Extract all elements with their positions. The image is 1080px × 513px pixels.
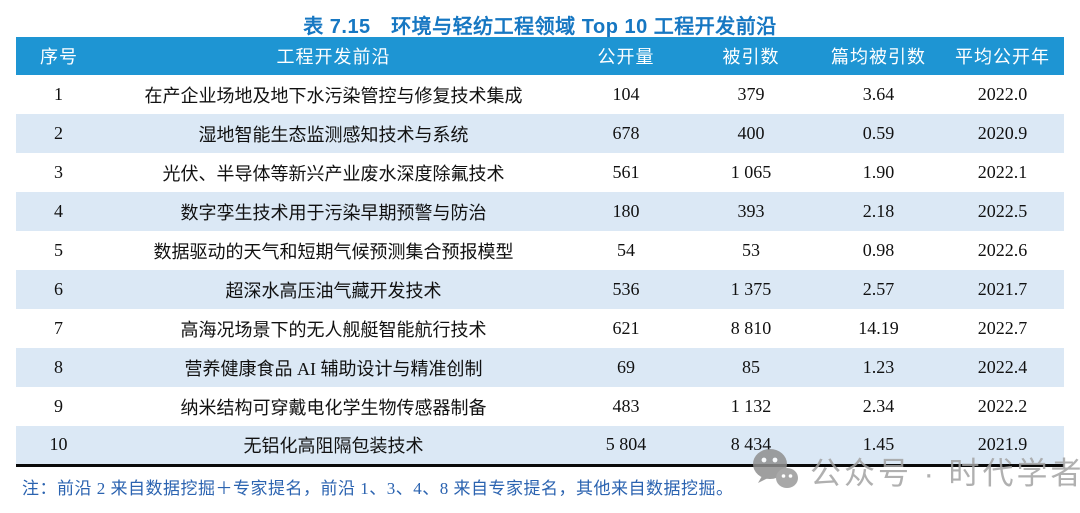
- cell-publications: 678: [612, 123, 640, 143]
- table-row: 5 数据驱动的天气和短期气候预测集合预报模型 54 53 0.98 2022.6: [16, 231, 1064, 270]
- cell-seq: 6: [54, 279, 63, 299]
- table-row: 4 数字孪生技术用于污染早期预警与防治 180 393 2.18 2022.5: [16, 192, 1064, 231]
- cell-citations-per-paper: 3.64: [862, 84, 895, 104]
- cell-frontier: 光伏、半导体等新兴产业废水深度除氟技术: [162, 163, 505, 184]
- cell-frontier: 数字孪生技术用于污染早期预警与防治: [180, 202, 487, 223]
- cell-citations: 53: [742, 240, 760, 260]
- frontiers-table: 序号 工程开发前沿 公开量 被引数 篇均被引数 平均公开年 1 在产企业场地及地…: [16, 37, 1064, 467]
- cell-seq: 10: [49, 434, 68, 455]
- table-header: 序号 工程开发前沿 公开量 被引数 篇均被引数 平均公开年: [16, 37, 1064, 75]
- cell-seq: 8: [54, 357, 63, 377]
- cell-citations-per-paper: 2.34: [862, 396, 895, 416]
- cell-seq: 9: [54, 396, 63, 416]
- cell-citations: 8 434: [730, 434, 772, 455]
- cell-seq: 5: [54, 240, 63, 260]
- cell-publications: 536: [612, 279, 640, 299]
- table-row: 6 超深水高压油气藏开发技术 536 1 375 2.57 2021.7: [16, 270, 1064, 309]
- cell-citations: 1 132: [730, 396, 772, 416]
- cell-publications: 621: [612, 318, 640, 338]
- cell-mean-year: 2021.7: [977, 279, 1028, 299]
- column-header-seq: 序号: [16, 37, 101, 75]
- cell-frontier: 纳米结构可穿戴电化学生物传感器制备: [180, 397, 487, 418]
- cell-frontier: 数据驱动的天气和短期气候预测集合预报模型: [153, 241, 514, 262]
- cell-seq: 1: [54, 84, 63, 104]
- column-header-citations: 被引数: [686, 37, 816, 75]
- column-header-publications: 公开量: [566, 37, 686, 75]
- table-row: 3 光伏、半导体等新兴产业废水深度除氟技术 561 1 065 1.90 202…: [16, 153, 1064, 192]
- cell-seq: 4: [54, 201, 63, 221]
- cell-citations-per-paper: 0.98: [862, 240, 895, 260]
- cell-citations-per-paper: 1.23: [862, 357, 895, 377]
- cell-mean-year: 2022.2: [977, 396, 1028, 416]
- cell-frontier: 无铝化高阻隔包装技术: [243, 435, 424, 456]
- cell-citations: 8 810: [730, 318, 772, 338]
- table-row: 8 营养健康食品 AI 辅助设计与精准创制 69 85 1.23 2022.4: [16, 348, 1064, 387]
- header-row: 序号 工程开发前沿 公开量 被引数 篇均被引数 平均公开年: [16, 37, 1064, 75]
- cell-seq: 2: [54, 123, 63, 143]
- table-body: 1 在产企业场地及地下水污染管控与修复技术集成 104 379 3.64 202…: [16, 75, 1064, 465]
- cell-citations-per-paper: 0.59: [862, 123, 895, 143]
- cell-citations: 1 065: [730, 162, 772, 182]
- cell-citations-per-paper: 1.45: [862, 434, 895, 455]
- cell-publications: 54: [617, 240, 635, 260]
- cell-citations: 400: [737, 123, 765, 143]
- cell-mean-year: 2022.5: [977, 201, 1028, 221]
- cell-citations-per-paper: 2.18: [862, 201, 895, 221]
- cell-citations: 85: [742, 357, 760, 377]
- cell-mean-year: 2022.0: [977, 84, 1028, 104]
- cell-publications: 69: [617, 357, 635, 377]
- cell-seq: 7: [54, 318, 63, 338]
- cell-frontier: 高海况场景下的无人舰艇智能航行技术: [180, 319, 487, 340]
- cell-publications: 483: [612, 396, 640, 416]
- cell-publications: 104: [612, 84, 640, 104]
- cell-citations: 393: [737, 201, 765, 221]
- table-row: 7 高海况场景下的无人舰艇智能航行技术 621 8 810 14.19 2022…: [16, 309, 1064, 348]
- cell-frontier: 在产企业场地及地下水污染管控与修复技术集成: [144, 85, 523, 106]
- cell-mean-year: 2022.7: [977, 318, 1028, 338]
- cell-publications: 180: [612, 201, 640, 221]
- cell-citations: 1 375: [730, 279, 772, 299]
- table-footnote: 注：前沿 2 来自数据挖掘＋专家提名，前沿 1、3、4、8 来自专家提名，其他来…: [22, 478, 734, 498]
- table-row: 9 纳米结构可穿戴电化学生物传感器制备 483 1 132 2.34 2022.…: [16, 387, 1064, 426]
- cell-frontier: 超深水高压油气藏开发技术: [225, 280, 442, 301]
- cell-mean-year: 2020.9: [977, 123, 1028, 143]
- cell-publications: 5 804: [605, 434, 647, 455]
- cell-citations-per-paper: 14.19: [858, 318, 899, 338]
- cell-frontier: 营养健康食品 AI 辅助设计与精准创制: [184, 358, 483, 379]
- table-container: 序号 工程开发前沿 公开量 被引数 篇均被引数 平均公开年 1 在产企业场地及地…: [16, 37, 1064, 467]
- cell-publications: 561: [612, 162, 640, 182]
- cell-mean-year: 2022.1: [977, 162, 1028, 182]
- cell-citations-per-paper: 2.57: [862, 279, 895, 299]
- cell-citations-per-paper: 1.90: [862, 162, 895, 182]
- column-header-mean-year: 平均公开年: [941, 37, 1064, 75]
- cell-mean-year: 2022.6: [977, 240, 1028, 260]
- cell-frontier: 湿地智能生态监测感知技术与系统: [198, 124, 469, 145]
- cell-mean-year: 2022.4: [977, 357, 1028, 377]
- cell-mean-year: 2021.9: [977, 434, 1028, 455]
- column-header-frontier: 工程开发前沿: [101, 37, 566, 75]
- table-row: 2 湿地智能生态监测感知技术与系统 678 400 0.59 2020.9: [16, 114, 1064, 153]
- cell-seq: 3: [54, 162, 63, 182]
- table-row: 1 在产企业场地及地下水污染管控与修复技术集成 104 379 3.64 202…: [16, 75, 1064, 114]
- table-row: 10 无铝化高阻隔包装技术 5 804 8 434 1.45 2021.9: [16, 426, 1064, 465]
- cell-citations: 379: [737, 84, 765, 104]
- column-header-citations-per-paper: 篇均被引数: [816, 37, 941, 75]
- table-caption: 表 7.15 环境与轻纺工程领域 Top 10 工程开发前沿: [303, 16, 777, 38]
